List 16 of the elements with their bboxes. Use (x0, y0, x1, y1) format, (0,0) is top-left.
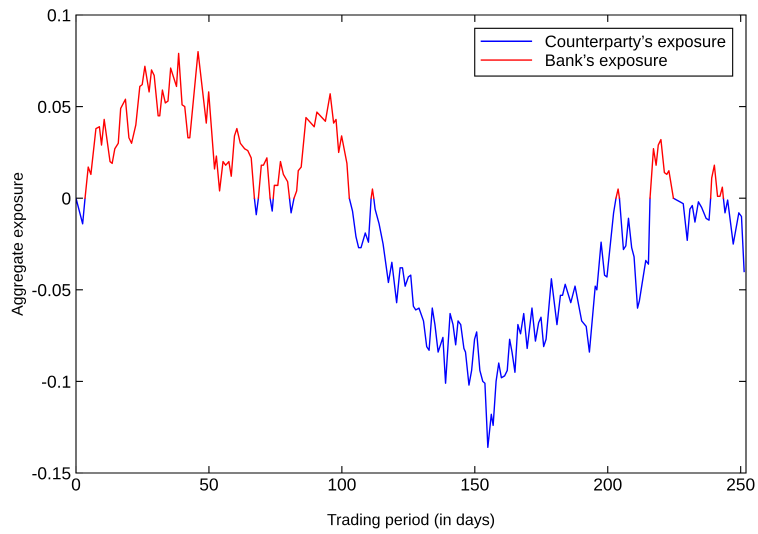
y-tick-label: 0 (62, 192, 70, 205)
y-tick-label: -0.15 (32, 467, 70, 480)
y-tick-label: -0.05 (32, 284, 70, 296)
x-tick-label: 250 (727, 478, 754, 491)
legend-label: Counterparty’s exposure (546, 35, 726, 51)
x-axis-title: Trading period (in days) (327, 513, 494, 528)
x-tick-label: 150 (462, 478, 489, 491)
legend-label: Bank’s exposure (546, 54, 667, 70)
y-axis-title: Aggregate exposure (12, 172, 26, 316)
y-tick-label: -0.1 (42, 376, 70, 388)
y-tick-label: 0.05 (38, 100, 70, 114)
x-tick-label: 0 (72, 478, 80, 491)
x-tick-label: 100 (328, 478, 356, 491)
x-tick-label: 50 (200, 478, 218, 491)
x-tick-label: 200 (594, 478, 622, 491)
y-tick-label: 0.1 (48, 9, 70, 22)
